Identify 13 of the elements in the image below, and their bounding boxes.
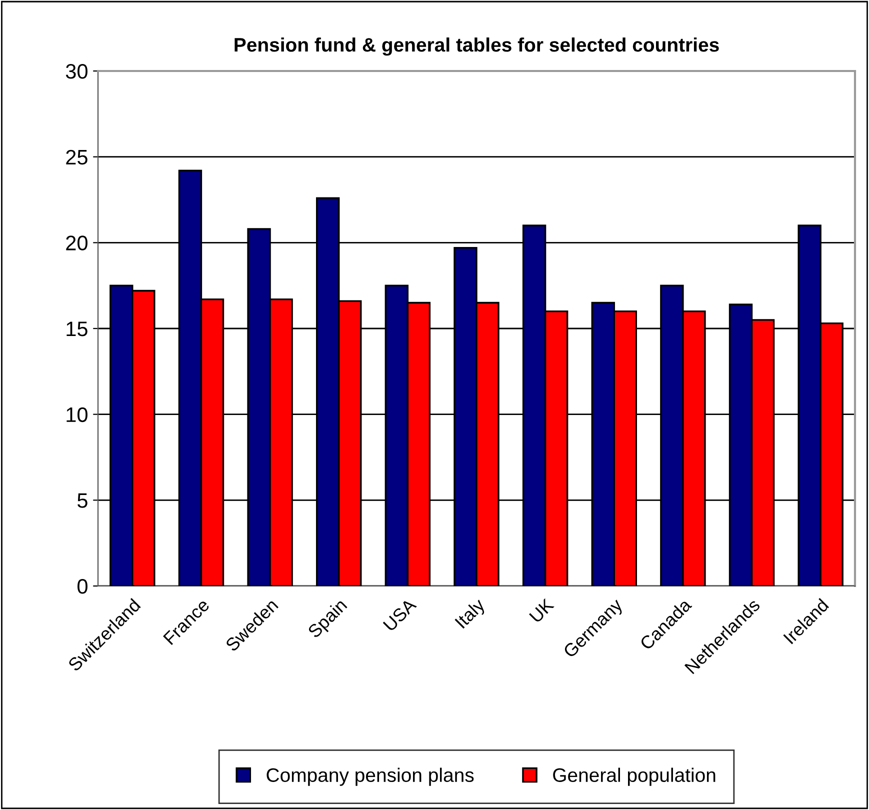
chart-title: Pension fund & general tables for selected countries [234,37,719,56]
legend-label: Company pension plans [266,768,474,786]
x-tick-label: UK [529,598,555,624]
y-tick-label: 5 [78,493,88,508]
x-tick-label: Italy [454,597,488,632]
y-tick-label: 15 [66,322,88,336]
y-tick-label: 20 [66,236,88,250]
y-tick-label: 30 [66,64,88,79]
y-tick-label: 0 [78,579,88,594]
y-tick-label: 10 [66,407,88,422]
x-tick-label: USA [382,597,418,632]
legend-label: General population [553,768,716,786]
y-tick-label: 25 [66,150,88,165]
